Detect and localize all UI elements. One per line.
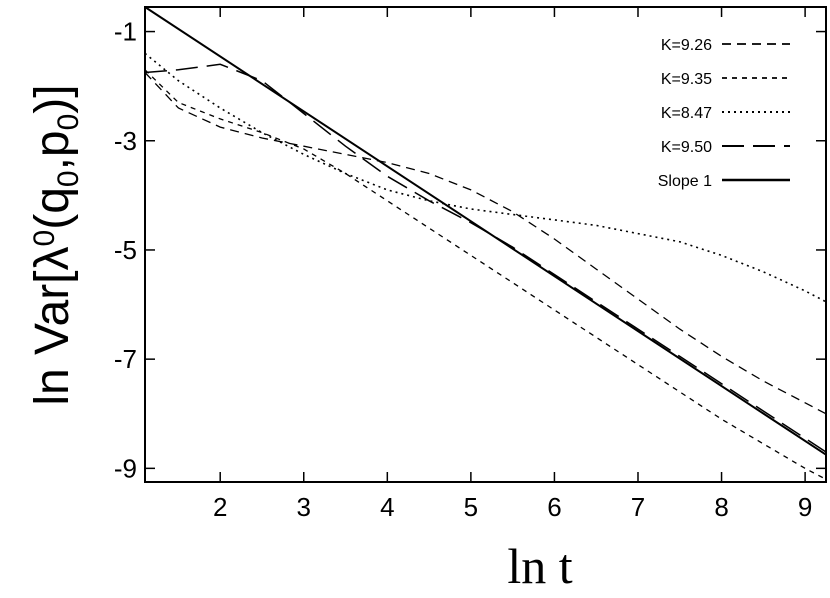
y-axis-label: ln Var[λ0(q0,p0)] bbox=[26, 84, 85, 405]
y-label-sup: 0 bbox=[28, 230, 61, 247]
x-tick-label: 4 bbox=[380, 492, 394, 522]
y-label-prefix: ln Var[λ bbox=[26, 246, 79, 405]
legend-label: K=9.35 bbox=[661, 71, 712, 88]
x-tick-label: 8 bbox=[714, 492, 728, 522]
y-label-sub-q: 0 bbox=[52, 170, 85, 187]
y-tick-label: -1 bbox=[114, 17, 137, 47]
y-label-sub-p: 0 bbox=[52, 114, 85, 131]
legend: K=9.26 K=9.35 K=8.47 K=9.50 Slope 1 bbox=[658, 37, 790, 190]
series-line-k-9-35 bbox=[144, 69, 827, 480]
y-tick-label: -5 bbox=[114, 235, 137, 265]
x-axis-label: ln t bbox=[507, 538, 572, 594]
y-label-close: )] bbox=[26, 84, 79, 113]
x-tick-label: 5 bbox=[464, 492, 478, 522]
y-tick-label: -3 bbox=[114, 126, 137, 156]
legend-label: K=9.26 bbox=[661, 37, 712, 54]
y-tick-label: -9 bbox=[114, 453, 137, 483]
y-label-comma: ,p bbox=[26, 130, 79, 170]
series-line-k-9-26 bbox=[144, 72, 827, 415]
series-line-k-9-50 bbox=[144, 63, 827, 453]
series-line-slope-1 bbox=[144, 6, 827, 456]
x-tick-label: 2 bbox=[213, 492, 227, 522]
x-tick-label: 6 bbox=[547, 492, 561, 522]
legend-label: K=9.50 bbox=[661, 139, 712, 156]
x-tick-label: 3 bbox=[297, 492, 311, 522]
y-axis: -1 -3 -5 -7 -9 bbox=[114, 17, 826, 483]
legend-label: K=8.47 bbox=[661, 105, 712, 122]
y-label-mid: (q bbox=[26, 187, 79, 230]
plot-area bbox=[144, 6, 827, 483]
x-tick-label: 7 bbox=[631, 492, 645, 522]
legend-label: Slope 1 bbox=[658, 173, 712, 190]
plot-frame bbox=[144, 6, 827, 483]
x-tick-label: 9 bbox=[798, 492, 812, 522]
series-line-k-8-47 bbox=[144, 52, 827, 303]
y-tick-label: -7 bbox=[114, 344, 137, 374]
x-axis: 2 3 4 5 6 7 8 9 bbox=[213, 7, 812, 522]
series-layer bbox=[144, 6, 827, 480]
